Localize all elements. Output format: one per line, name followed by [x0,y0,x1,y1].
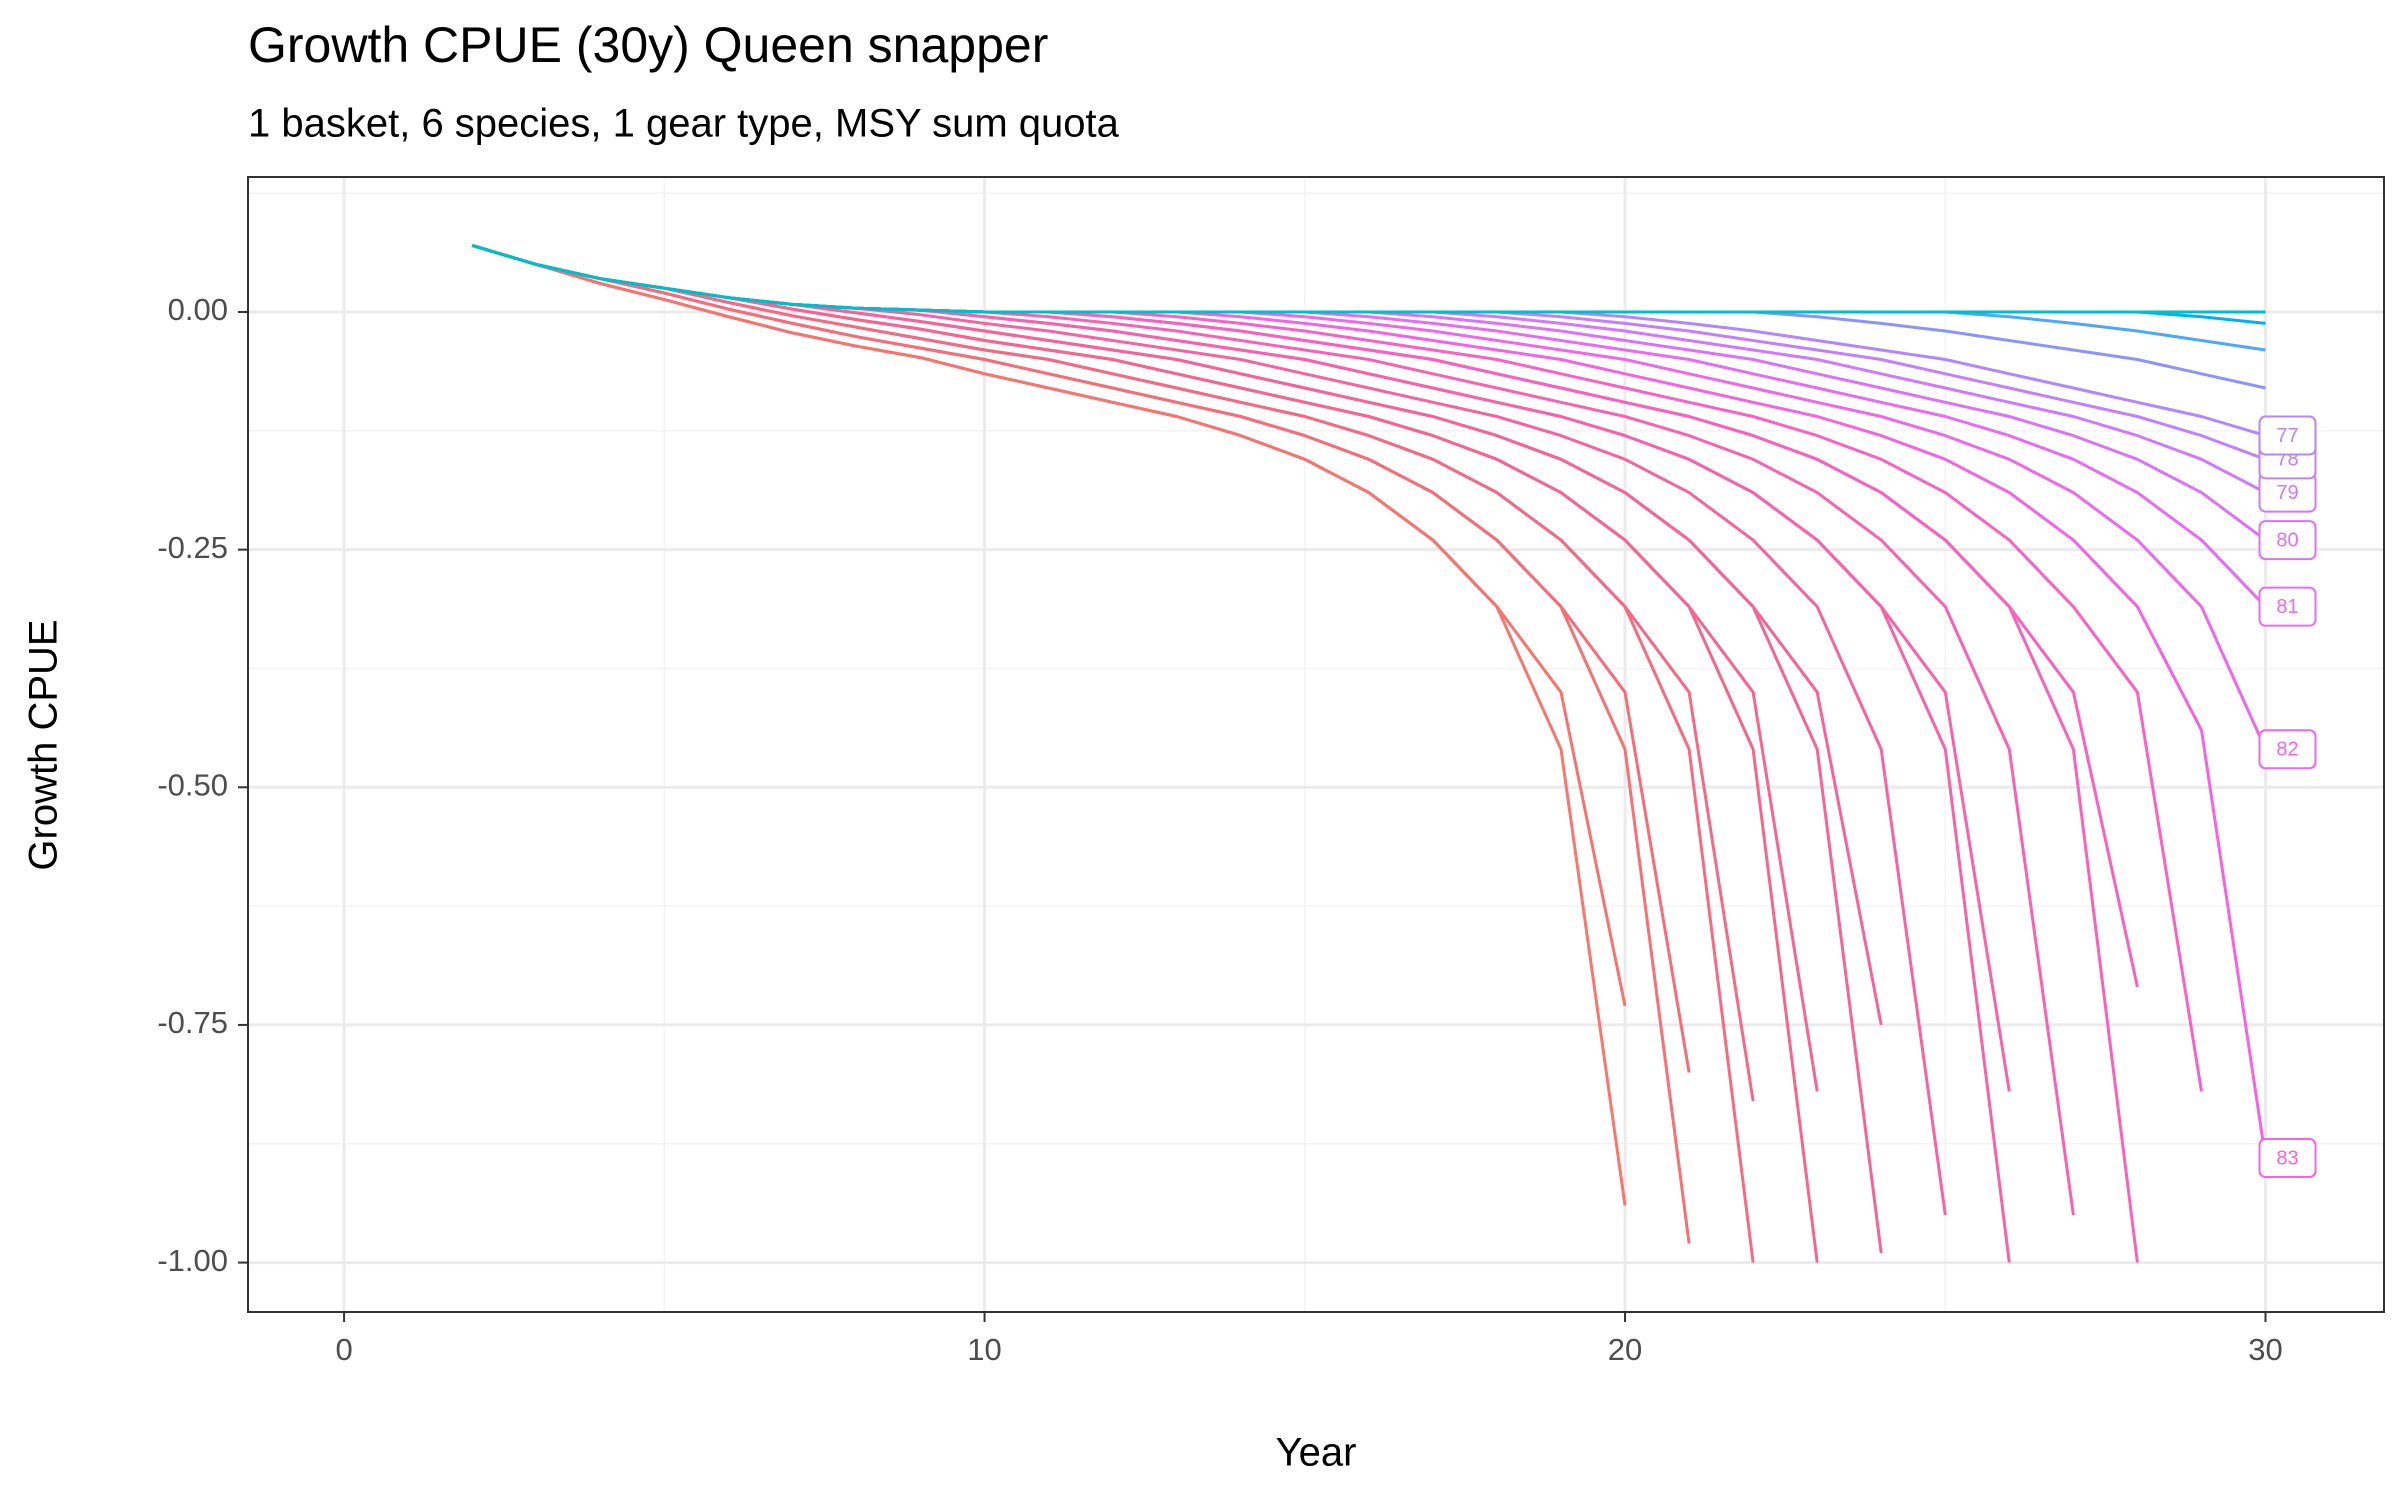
series-label: 79 [2276,482,2298,504]
x-tick-label: 20 [1608,1332,1642,1367]
lines [471,243,2267,1263]
chart-title: Growth CPUE (30y) Queen snapper [248,17,1048,73]
y-tick-label: -0.75 [157,1005,228,1040]
x-tick-label: 10 [967,1332,1001,1367]
y-tick-label: -0.50 [157,767,228,802]
series-label: 83 [2276,1147,2298,1169]
y-axis-title: Growth CPUE [22,619,66,870]
x-tick-label: 30 [2248,1332,2282,1367]
chart-subtitle: 1 basket, 6 species, 1 gear type, MSY su… [248,102,1120,146]
axes: 0 10 20 30 0.00 -0.25 -0.50 -0.75 -1.00 [157,176,2385,1367]
series-label: 77 [2276,425,2298,447]
series-label: 80 [2276,529,2298,551]
panel-border [247,176,2385,1313]
label-box [2258,415,2317,456]
label-box [2258,729,2317,770]
x-axis-title: Year [1276,1431,1357,1475]
series-label: 82 [2276,739,2298,761]
x-tick-label: 0 [335,1332,352,1367]
series-line [471,243,1627,1007]
y-tick-label: -1.00 [157,1243,228,1278]
series-label: 81 [2276,596,2298,618]
series-line [471,243,1691,1073]
label-box [2258,586,2317,627]
series-line [471,243,1755,1102]
y-tick-label: -0.25 [157,530,228,565]
label-box [2258,520,2317,561]
label-box [2258,1138,2317,1179]
series-line [471,243,2266,314]
y-tick-label: 0.00 [168,292,228,327]
